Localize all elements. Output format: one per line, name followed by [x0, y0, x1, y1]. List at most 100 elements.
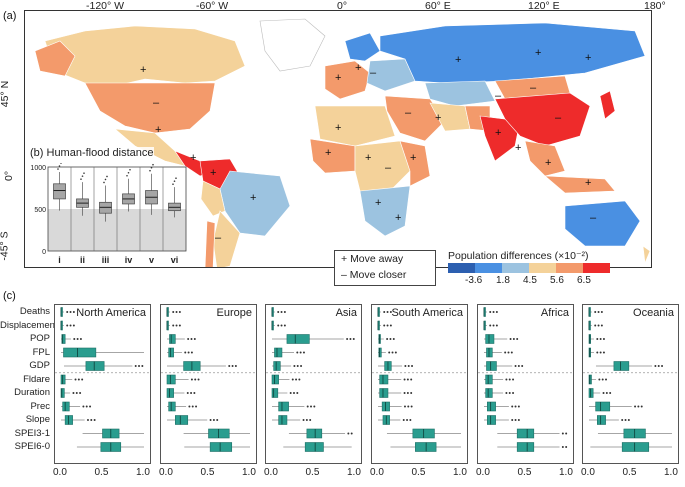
box-outlier	[216, 419, 219, 421]
box-outlier	[407, 405, 410, 408]
population-legend: Population differences (×10⁻²) -3.6 1.8 …	[448, 250, 618, 286]
inset-y-tick: 0	[42, 249, 46, 256]
russia-region	[379, 22, 646, 84]
box-outlier	[508, 392, 511, 394]
scandinavia-region	[344, 32, 381, 62]
importance-box	[597, 415, 606, 425]
inset-category-label: iii	[102, 255, 110, 265]
box-outlier	[495, 311, 498, 313]
importance-box	[166, 388, 174, 398]
x-tick: 0.0	[53, 467, 67, 478]
box-outlier	[212, 419, 215, 421]
move-away-label: Move away	[350, 253, 404, 265]
inset-outlier	[80, 178, 82, 180]
x-tick: 0.5	[517, 467, 532, 478]
box-outlier	[289, 392, 292, 394]
box-outlier	[514, 365, 517, 367]
box-outlier	[561, 446, 564, 448]
pop-color-2	[475, 263, 502, 273]
importance-box	[274, 347, 283, 358]
move-away-marker: +	[410, 152, 416, 164]
move-legend: + Move away – Move closer	[334, 250, 436, 286]
box-outlier	[410, 378, 413, 381]
box-outlier	[516, 338, 519, 340]
japan-region	[599, 90, 616, 120]
box-outlier	[209, 419, 212, 421]
panel-b-title: (b) Human-flood distance	[30, 147, 154, 159]
box-outlier	[599, 351, 602, 354]
move-away-marker: +	[250, 192, 256, 204]
importance-box	[487, 401, 496, 412]
x-tick: 0.0	[476, 467, 490, 478]
inset-category-label: iv	[125, 255, 133, 265]
box-outlier	[175, 311, 178, 313]
box-outlier	[383, 311, 386, 313]
inset-category-label: v	[149, 255, 154, 265]
new-zealand-region	[642, 245, 651, 265]
north-africa-region	[314, 105, 396, 147]
move-away-marker: +	[335, 122, 341, 134]
box-outlier	[565, 446, 568, 448]
middle-east-region	[384, 95, 446, 142]
importance-box	[168, 401, 176, 412]
box-outlier	[280, 311, 283, 313]
inset-outlier	[57, 168, 59, 170]
inset-outlier	[173, 180, 176, 182]
move-away-marker: +	[190, 152, 196, 164]
move-away-marker: +	[515, 142, 521, 154]
box-outlier	[521, 365, 524, 367]
importance-box	[415, 442, 437, 452]
box-outlier	[75, 392, 78, 394]
box-outlier	[601, 378, 604, 381]
box-outlier	[191, 405, 194, 408]
box-outlier	[406, 419, 409, 421]
x-tick: 0.0	[581, 467, 595, 478]
region-chart	[583, 307, 678, 452]
pop-tick: 4.5	[523, 275, 537, 286]
x-tick: 0.0	[264, 467, 278, 478]
box-outlier	[228, 365, 231, 367]
box-outlier	[605, 378, 608, 381]
box-outlier	[296, 392, 299, 394]
region-title: Oceania	[633, 307, 674, 319]
inset-category-label: i	[58, 255, 61, 265]
move-away-marker: +	[155, 124, 161, 136]
importance-box	[381, 401, 390, 412]
lon-tick: 0°	[337, 0, 348, 12]
move-closer-marker: –	[530, 82, 537, 94]
box-outlier	[598, 378, 601, 381]
box-outlier	[190, 392, 193, 394]
peru-region	[200, 180, 226, 217]
move-closer-marker: –	[590, 212, 597, 224]
box-outlier	[231, 365, 234, 367]
box-outlier	[172, 311, 175, 313]
region-panel: South America	[371, 304, 468, 464]
box-outlier	[194, 378, 197, 381]
inset-outlier	[103, 181, 105, 184]
lon-tick: -60° W	[196, 0, 229, 12]
box-outlier	[403, 392, 406, 394]
eastern-europe-region	[366, 58, 416, 92]
move-closer-marker: –	[370, 67, 377, 79]
lat-tick: 0°	[3, 170, 16, 182]
box-outlier	[76, 338, 79, 340]
importance-box	[485, 388, 493, 398]
box-outlier	[406, 392, 409, 394]
row-label: Deaths	[19, 306, 50, 317]
box-outlier	[410, 405, 413, 408]
inset-category-label: ii	[80, 255, 85, 265]
box-outlier	[299, 351, 302, 354]
importance-box	[271, 388, 279, 398]
box-outlier	[634, 405, 637, 408]
box-outlier	[411, 365, 414, 367]
importance-box	[379, 388, 389, 398]
move-away-marker: +	[210, 167, 216, 179]
box-outlier	[293, 365, 296, 367]
box-outlier	[306, 405, 309, 408]
box-outlier	[404, 365, 407, 367]
importance-box	[278, 415, 288, 425]
region-title: Asia	[335, 307, 357, 319]
inset-outlier	[60, 163, 62, 164]
importance-box	[85, 361, 105, 371]
importance-box	[208, 428, 230, 439]
